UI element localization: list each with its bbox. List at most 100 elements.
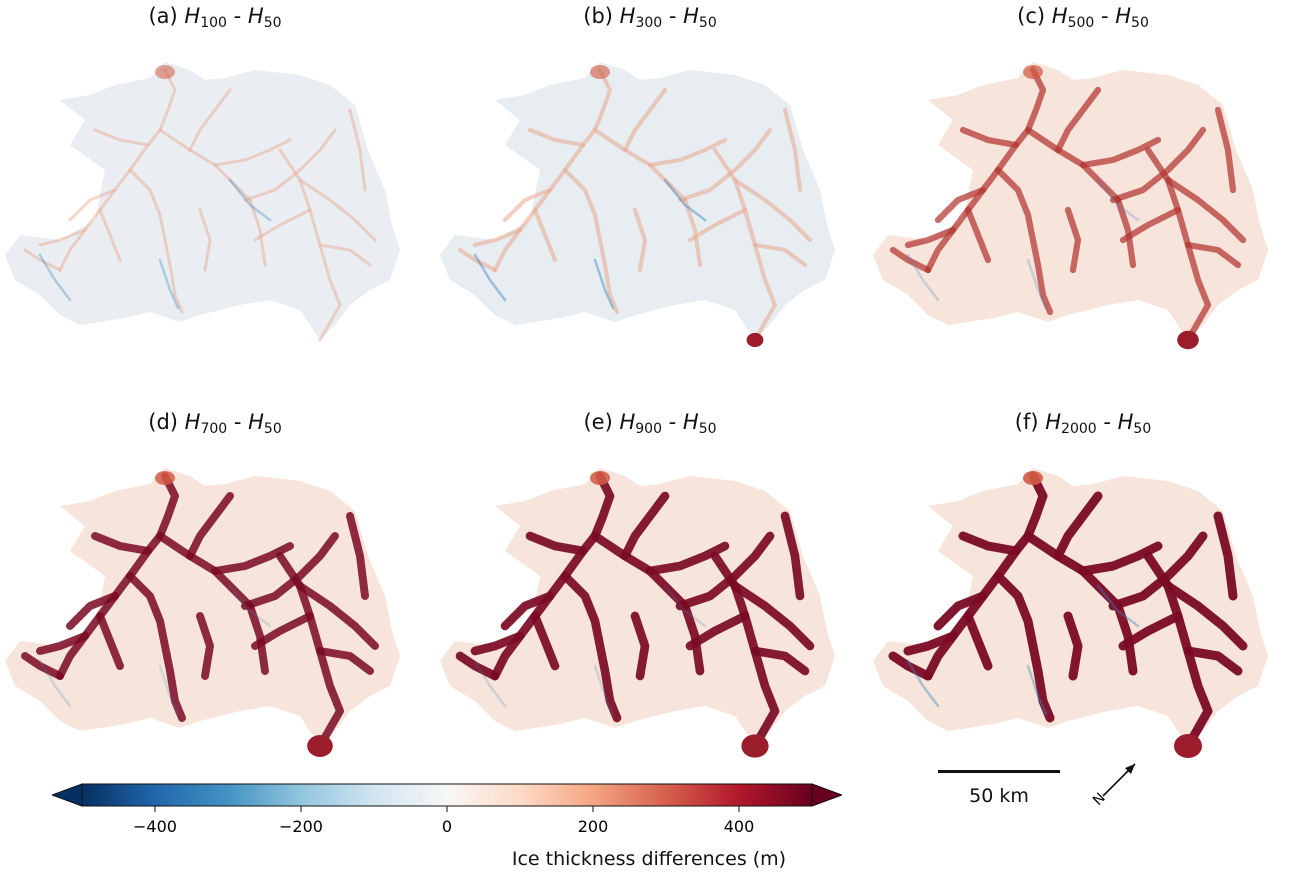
panel-c: (c) H500 - H50 <box>868 0 1298 380</box>
glacier-branch <box>1183 646 1243 676</box>
glacier-branch <box>934 186 987 224</box>
colorbar-tick-label: 400 <box>724 817 755 836</box>
glacier-branch <box>93 128 150 147</box>
glacier-branch <box>647 137 728 168</box>
glacier-branch <box>1164 176 1247 244</box>
colorbar-extend-high <box>811 783 842 807</box>
panel-title: (f) H2000 - H50 <box>1014 410 1152 437</box>
panel-a: (a) H100 - H50 <box>0 0 430 380</box>
glacier-branch <box>1213 511 1238 601</box>
colorbar-extend-low <box>52 783 83 807</box>
glacier-branch <box>296 582 379 650</box>
glacier-branch <box>1079 136 1162 169</box>
glacier-branch <box>98 208 122 262</box>
glacier-branch <box>1053 491 1103 561</box>
glacier-branch <box>243 128 337 202</box>
glacier-branch <box>455 651 500 681</box>
map-outline <box>873 62 1268 340</box>
panel-e: (e) H900 - H50 <box>435 406 865 786</box>
glacier-thinning <box>473 659 507 708</box>
glacier-thinning <box>663 584 707 628</box>
glacier-branch <box>1054 86 1102 154</box>
glacier-thinning <box>228 178 272 222</box>
glacier-branch <box>21 652 64 680</box>
glacier-thinning <box>228 584 272 628</box>
glacier-branch <box>472 227 523 248</box>
glacier-branch <box>888 651 933 681</box>
glacier-branch <box>248 198 267 267</box>
colorbar-tick-label: −400 <box>133 817 177 836</box>
glacier-branch <box>58 68 177 272</box>
glacier-thinning <box>38 659 72 708</box>
glacier-thinning <box>906 659 940 708</box>
glacier-branch <box>1064 206 1082 274</box>
glacier-branch <box>68 188 117 222</box>
glacier-terminus <box>746 332 764 348</box>
glacier-branch <box>126 572 186 722</box>
colorbar-label: Ice thickness differences (m) <box>511 848 787 870</box>
glacier-thinning <box>1026 664 1048 716</box>
ice-thickness-map <box>5 62 400 342</box>
glacier-branch <box>677 127 773 203</box>
glacier-branch <box>682 197 703 268</box>
ice-thickness-map <box>5 468 400 757</box>
glacier-branch <box>964 206 992 264</box>
colorbar-ticks: −400 −200 0 200 400 <box>133 806 754 836</box>
glacier-branch <box>889 246 932 274</box>
glacier-branch <box>1214 106 1237 194</box>
glacier-branch <box>1114 196 1137 269</box>
glacier-terminus <box>1023 65 1043 79</box>
glacier-branch <box>904 226 957 249</box>
glacier-branch <box>994 166 1054 316</box>
glacier-thinning <box>38 253 72 302</box>
glacier-branch <box>246 602 269 675</box>
glacier-branch <box>253 208 312 242</box>
glacier-thinning <box>1026 258 1048 310</box>
glacier-branch <box>1063 611 1083 681</box>
glacier-branch <box>1184 241 1242 269</box>
glacier-branch <box>213 138 292 167</box>
glacier-branch <box>241 532 339 610</box>
glacier-thinning <box>1096 178 1140 222</box>
glacier-branch <box>158 128 252 202</box>
glacier-branch <box>66 592 119 630</box>
panel-f: (f) H2000 - H50 <box>868 406 1298 786</box>
glacier-branch <box>687 207 748 243</box>
panel-d: (d) H700 - H50 <box>0 406 430 786</box>
panel-b: (b) H300 - H50 <box>435 0 865 380</box>
glacier-branch <box>38 228 87 247</box>
glacier-branch <box>750 646 810 676</box>
scale-bar-label: 50 km <box>969 785 1029 807</box>
glacier-terminus <box>1174 734 1202 758</box>
glacier-branch <box>91 532 152 555</box>
glacier-branch <box>782 107 803 193</box>
glacier-branch <box>316 647 374 675</box>
north-arrow-icon: N <box>1090 763 1136 809</box>
glacier-branch <box>525 531 588 556</box>
glacier-branch <box>632 207 648 273</box>
map-wash <box>5 62 400 340</box>
glacier-branch <box>502 187 553 223</box>
glacier-branch <box>933 591 988 631</box>
glacier-terminus <box>307 735 333 757</box>
glacier-branch <box>346 512 369 600</box>
glacier-thinning <box>593 664 615 716</box>
glacier-terminus <box>590 65 610 79</box>
glacier-branch <box>1108 531 1208 611</box>
glacier-branch <box>470 631 525 656</box>
glacier-thinning <box>158 664 180 716</box>
glacier-thinning <box>1096 584 1140 628</box>
panel-title: (b) H300 - H50 <box>583 4 717 31</box>
colorbar-tick-label: 200 <box>578 817 609 836</box>
glacier-terminus <box>590 471 610 485</box>
glacier-branch <box>680 601 705 676</box>
glacier-branch <box>958 531 1021 556</box>
glacier-terminus <box>155 65 175 79</box>
glacier-branch <box>532 207 558 263</box>
glacier-thinning <box>906 253 940 302</box>
ice-thickness-map <box>873 468 1268 758</box>
glacier-branch <box>128 168 184 314</box>
glacier-branch <box>188 88 232 152</box>
glacier-terminus <box>155 471 175 485</box>
glacier-branch <box>622 87 668 153</box>
